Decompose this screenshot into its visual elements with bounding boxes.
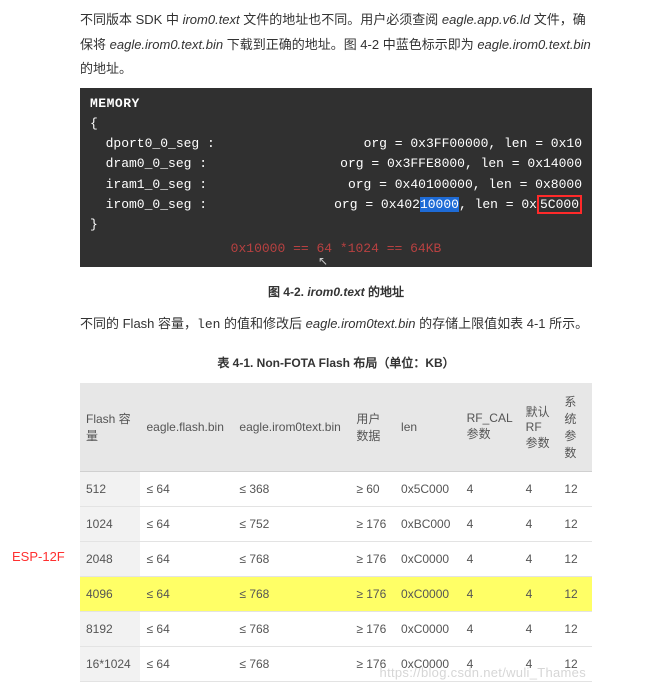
table-header-cell: 系统参数 [558,383,592,472]
flash-layout-table: Flash 容量eagle.flash.bineagle.irom0text.b… [80,383,592,682]
table-cell: 0xC0000 [395,576,461,611]
highlight-blue: 10000 [420,197,459,212]
cursor-icon: ↖ [318,253,328,272]
table-row: 8192≤ 64≤ 768≥ 1760xC00004412 [80,611,592,646]
table-cell: ≤ 64 [140,576,233,611]
table-cell: 4096 [80,576,140,611]
p1e: 的地址。 [80,61,132,76]
table-cell: 0x5C000 [395,471,461,506]
table-cell: 0xC0000 [395,541,461,576]
seg-values: org = 0x3FFE8000, len = 0x14000 [340,154,582,174]
p1i2: eagle.app.v6.ld [442,12,530,27]
brace-open: { [90,114,582,134]
table-cell: 8192 [80,611,140,646]
table-cell: ≥ 176 [350,506,395,541]
table-cell: ≤ 64 [140,541,233,576]
table-caption: 表 4-1. Non-FOTA Flash 布局（单位：KB） [80,354,592,371]
table-cell: ≥ 176 [350,541,395,576]
table-row: 1024≤ 64≤ 752≥ 1760xBC0004412 [80,506,592,541]
memory-seg-line: dram0_0_seg : org = 0x3FFE8000, len = 0x1… [90,154,582,174]
table-cell: 4 [461,506,520,541]
table-cell: 4 [461,576,520,611]
seg-values: org = 0x3FF00000, len = 0x10 [364,134,582,154]
table-header-cell: len [395,383,461,472]
table-cell: ≥ 176 [350,576,395,611]
memory-code-block: MEMORY { dport0_0_seg : org = 0x3FF00000,… [80,88,592,267]
table-cell: 4 [461,541,520,576]
paragraph-1: 不同版本 SDK 中 irom0.text 文件的地址也不同。用户必须查阅 ea… [80,8,592,82]
table-cell: 1024 [80,506,140,541]
table-cell: 512 [80,471,140,506]
seg-values: org = 0x40100000, len = 0x8000 [348,175,582,195]
seg-name: dram0_0_seg : [90,154,207,174]
p1i3: eagle.irom0.text.bin [110,37,223,52]
table-cell: ≤ 768 [233,541,350,576]
seg-name: irom0_0_seg : [90,195,207,215]
table-cell: ≤ 64 [140,471,233,506]
table-header-cell: eagle.irom0text.bin [233,383,350,472]
esp12f-label: ESP-12F [12,549,65,564]
table-cell: 12 [558,611,592,646]
table-cell: 12 [558,506,592,541]
table-cell: ≤ 768 [233,576,350,611]
table-header-cell: RF_CAL 参数 [461,383,520,472]
brace-close: } [90,215,582,235]
table-cell: 4 [520,506,559,541]
table-row: 4096≤ 64≤ 768≥ 1760xC00004412 [80,576,592,611]
table-cell: 12 [558,576,592,611]
p1b: 文件的地址也不同。用户必须查阅 [240,12,442,27]
code-title: MEMORY [90,94,582,114]
table-header-cell: Flash 容量 [80,383,140,472]
table-cell: ≤ 768 [233,646,350,681]
table-cell: ≤ 64 [140,611,233,646]
table-cell: ≥ 176 [350,611,395,646]
p1i4: eagle.irom0.text.bin [477,37,590,52]
table-row: 2048≤ 64≤ 768≥ 1760xC00004412 [80,541,592,576]
table-row: 512≤ 64≤ 368≥ 600x5C0004412 [80,471,592,506]
table-cell: 16*1024 [80,646,140,681]
code-annotation: 0x10000 == 64 *1024 == 64KB ↖ [90,235,582,259]
table-cell: ≤ 64 [140,506,233,541]
flash-table-wrap: ESP-12F Flash 容量eagle.flash.bineagle.iro… [80,383,592,682]
table-cell: 4 [520,576,559,611]
memory-seg-line: irom0_0_seg : org = 0x40210000, len = 0x5… [90,195,582,215]
table-cell: ≤ 368 [233,471,350,506]
figure-caption: 图 4-2. irom0.text 的地址 [80,283,592,300]
seg-values: org = 0x40210000, len = 0x5C000 [334,195,582,215]
table-header-cell: 用户数据 [350,383,395,472]
table-header-cell: eagle.flash.bin [140,383,233,472]
table-cell: ≥ 60 [350,471,395,506]
table-cell: 12 [558,471,592,506]
table-cell: 4 [520,541,559,576]
table-cell: 0xC0000 [395,611,461,646]
memory-seg-line: iram1_0_seg : org = 0x40100000, len = 0x8… [90,175,582,195]
p1i1: irom0.text [183,12,240,27]
table-cell: 4 [520,611,559,646]
table-cell: ≤ 768 [233,611,350,646]
p1a: 不同版本 SDK 中 [80,12,183,27]
paragraph-2: 不同的 Flash 容量，len 的值和修改后 eagle.irom0text.… [80,312,592,338]
highlight-red-box: 5C000 [537,195,582,214]
table-cell: 4 [461,611,520,646]
table-cell: ≤ 752 [233,506,350,541]
seg-name: iram1_0_seg : [90,175,207,195]
table-cell: ≤ 64 [140,646,233,681]
table-cell: 4 [461,471,520,506]
table-cell: 2048 [80,541,140,576]
table-cell: 4 [520,471,559,506]
table-cell: 12 [558,541,592,576]
table-header-cell: 默认 RF 参数 [520,383,559,472]
table-cell: 0xBC000 [395,506,461,541]
seg-name: dport0_0_seg : [90,134,215,154]
watermark-text: https://blog.csdn.net/wuli_Thames [380,665,586,680]
p1d: 下载到正确的地址。图 4-2 中蓝色标示即为 [223,37,477,52]
memory-seg-line: dport0_0_seg : org = 0x3FF00000, len = 0x… [90,134,582,154]
